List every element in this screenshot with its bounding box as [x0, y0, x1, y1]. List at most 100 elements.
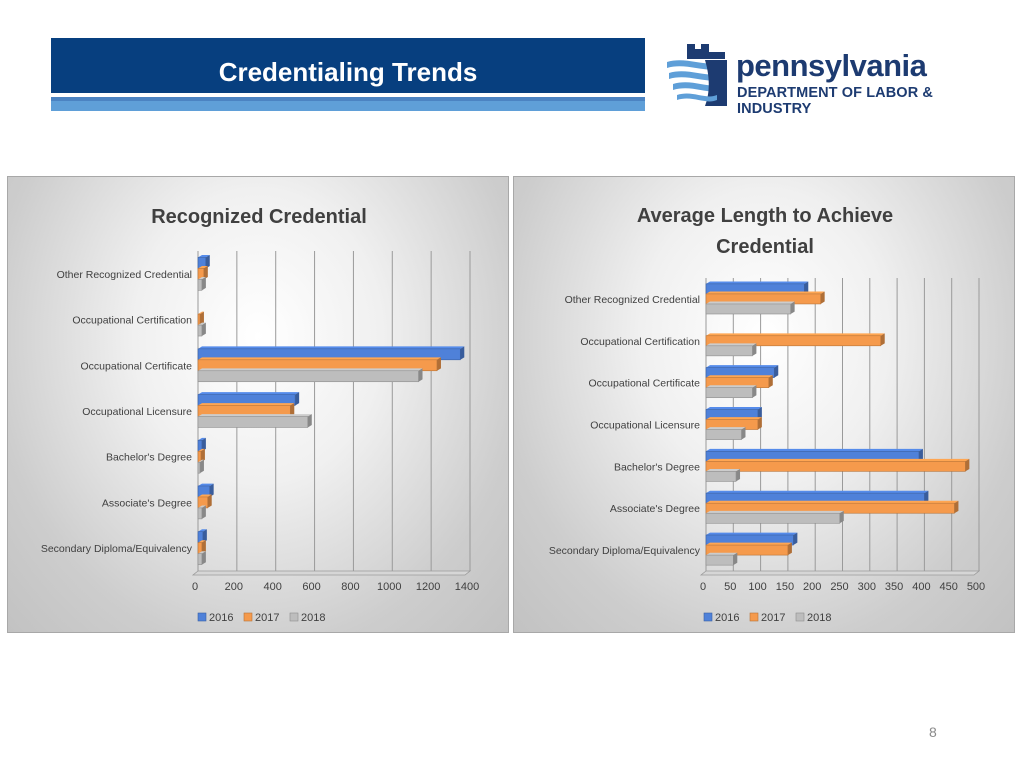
bar-top-2018: [198, 505, 206, 508]
bar-side-2018: [418, 368, 423, 382]
bar-2018: [197, 279, 203, 291]
bar-top-2017: [706, 375, 773, 378]
bar-side-2017: [436, 357, 441, 371]
category-label: Secondary Diploma/Equivalency: [549, 545, 701, 557]
bar-side-2018: [839, 510, 844, 524]
bar-top-2016: [198, 529, 207, 532]
legend-label-2018: 2018: [807, 612, 831, 624]
logo-subtitle: DEPARTMENT OF LABOR & INDUSTRY: [737, 85, 933, 117]
bar-side-2016: [774, 365, 779, 378]
title-underline-white: [51, 93, 645, 97]
x-tick-label: 450: [940, 581, 958, 593]
bar-top-2016: [706, 365, 779, 368]
bar-side-2017: [820, 291, 825, 304]
bar-side-2016: [804, 281, 809, 294]
bar-top-2016: [198, 392, 300, 395]
bar-top-2017: [198, 265, 208, 269]
bar-side-2017: [203, 265, 208, 280]
bar-2018: [197, 324, 203, 337]
bar-2018: [197, 416, 309, 428]
bar-side-2016: [205, 255, 210, 269]
bar-side-2017: [768, 375, 773, 388]
bar-side-2017: [880, 333, 885, 346]
page-number: 8: [929, 724, 937, 740]
bar-top-2018: [198, 459, 204, 463]
legend-swatch-2016: [197, 612, 207, 622]
chart-average-length: Average Length to Achieve Credential 0 50 10…: [513, 176, 1015, 633]
bar-top-2016: [706, 490, 929, 494]
chart-recognized-credential: Recognized Credential 0 200 400 600 800 1000 12…: [7, 176, 509, 633]
chart-floor: [699, 570, 981, 576]
bar-top-2016: [198, 483, 214, 486]
bar-side-2018: [201, 551, 206, 565]
keystone-flag-icon: [667, 44, 727, 106]
legend-label-2016: 2016: [209, 612, 233, 624]
bar-side-2017: [199, 311, 204, 326]
category-label: Occupational Certification: [72, 315, 192, 327]
bar-2018: [197, 553, 203, 565]
bar-top-2017: [198, 357, 441, 360]
bar-top-2018: [706, 385, 757, 388]
bar-side-2016: [460, 346, 465, 360]
bar-side-2018: [199, 459, 204, 474]
bar-side-2016: [202, 529, 207, 543]
bar-2017: [705, 335, 882, 347]
title-banner: Credentialing Trends: [51, 38, 645, 93]
bar-side-2016: [757, 407, 762, 420]
bar-top-2018: [706, 510, 844, 514]
chart-title: Recognized Credential: [151, 206, 367, 228]
x-tick-label: 300: [858, 581, 876, 593]
bar-side-2016: [793, 532, 798, 546]
bar-side-2016: [295, 392, 300, 406]
bar-2018: [705, 345, 753, 357]
legend-swatch-2017: [749, 612, 759, 622]
chart-title: Credential: [716, 236, 814, 258]
bar-top-2017: [706, 542, 792, 546]
category-label: Occupational Licensure: [590, 420, 700, 432]
bar-2018: [705, 512, 841, 524]
bar-side-2016: [209, 483, 214, 497]
bar-side-2016: [924, 490, 929, 504]
category-label: Occupational Certificate: [589, 378, 701, 390]
bar-top-2017: [706, 291, 825, 294]
bar-side-2018: [752, 385, 757, 398]
x-tick-label: 250: [830, 581, 848, 593]
bar-2017: [197, 450, 202, 463]
x-tick-label: 1200: [416, 581, 440, 593]
bar-top-2016: [198, 346, 465, 349]
bar-side-2018: [201, 505, 206, 519]
bar-side-2018: [752, 343, 757, 356]
slide-title: Credentialing Trends: [218, 57, 478, 87]
bar-top-2016: [706, 532, 798, 536]
bar-2018: [197, 461, 201, 474]
bar-top-2017: [198, 540, 206, 543]
x-tick-label: 0: [700, 581, 706, 593]
category-label: Associate's Degree: [102, 497, 192, 509]
category-label: Bachelor's Degree: [614, 461, 700, 473]
bar-top-2018: [198, 276, 206, 280]
bar-top-2016: [198, 437, 206, 441]
bar-top-2018: [706, 468, 741, 472]
title-underline-blue: [51, 101, 645, 111]
pa-labor-logo: pennsylvania DEPARTMENT OF LABOR & INDUS…: [665, 40, 985, 117]
x-tick-label: 400: [912, 581, 930, 593]
bar-2018: [705, 429, 742, 440]
bar-2017: [197, 313, 201, 326]
category-label: Associate's Degree: [610, 503, 700, 515]
legend-swatch-2018: [795, 612, 805, 622]
bar-side-2018: [741, 427, 746, 440]
bar-2018: [705, 303, 791, 315]
bar-top-2016: [706, 448, 923, 452]
x-tick-label: 350: [885, 581, 903, 593]
legend-swatch-2017: [243, 612, 253, 622]
bar-top-2018: [706, 343, 757, 346]
bar-side-2017: [201, 540, 206, 554]
bar-top-2017: [706, 458, 970, 462]
bar-side-2018: [307, 414, 312, 428]
legend-label-2017: 2017: [761, 612, 785, 624]
legend-swatch-2016: [703, 612, 713, 622]
bar-side-2017: [787, 542, 792, 556]
x-tick-label: 500: [967, 581, 985, 593]
bar-side-2016: [918, 448, 923, 462]
x-tick-label: 150: [776, 581, 794, 593]
